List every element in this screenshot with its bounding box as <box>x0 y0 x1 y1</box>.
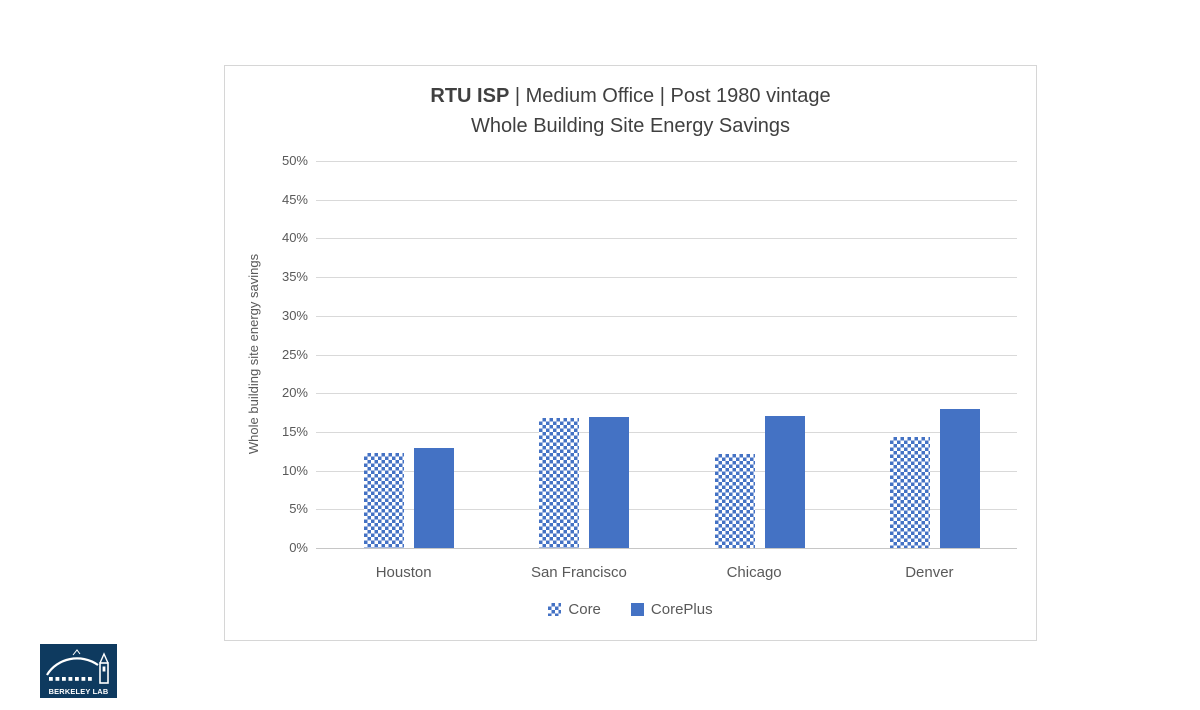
bar-core-denver <box>889 437 930 548</box>
logo-flag-icon <box>72 649 81 656</box>
gridline <box>316 509 1017 511</box>
logo-dome-icon <box>46 657 99 676</box>
y-tick-label: 10% <box>281 462 308 478</box>
x-axis-label: Denver <box>905 564 954 581</box>
legend: Core CorePlus <box>225 601 1036 618</box>
chart-title-bold: RTU ISP <box>430 85 510 107</box>
gridline <box>316 161 1017 162</box>
y-tick-label: 0% <box>289 540 308 555</box>
chart-card: RTU ISP | Medium Office | Post 1980 vint… <box>224 65 1037 641</box>
y-tick-label: 25% <box>281 346 308 362</box>
gridline <box>316 548 1017 549</box>
x-axis-label: Houston <box>375 564 432 581</box>
bar-core-chicago <box>714 454 755 548</box>
chart-title: RTU ISP | Medium Office | Post 1980 vint… <box>225 81 1036 111</box>
logo-tower-icon <box>99 652 109 684</box>
legend-swatch-core <box>548 603 562 616</box>
legend-swatch-coreplus <box>630 603 644 616</box>
chart-subtitle: Whole Building Site Energy Savings <box>470 115 791 137</box>
legend-label: CorePlus <box>650 601 713 618</box>
gridline <box>316 431 1017 433</box>
bar-coreplus-denver <box>939 408 980 548</box>
y-tick-label: 20% <box>281 385 308 401</box>
gridline <box>316 238 1017 240</box>
bar-coreplus-chicago <box>764 415 805 548</box>
bar-core-san-francisco <box>539 417 580 548</box>
gridline <box>316 354 1017 356</box>
bar-coreplus-houston <box>414 448 455 548</box>
x-axis-label: San Francisco <box>530 564 627 581</box>
x-axis-label: Chicago <box>726 564 782 581</box>
y-tick-label: 45% <box>281 191 308 207</box>
y-tick-label: 40% <box>281 230 308 246</box>
gridline <box>316 199 1017 201</box>
y-tick-label: 30% <box>281 307 308 323</box>
y-tick-label: 15% <box>281 423 308 439</box>
y-tick-label: 50% <box>281 153 308 168</box>
logo-text: BERKELEY LAB <box>49 687 109 696</box>
gridline <box>316 315 1017 317</box>
legend-item-coreplus: CorePlus <box>630 601 713 618</box>
legend-label: Core <box>568 601 601 618</box>
bar-core-houston <box>364 452 405 548</box>
gridline <box>316 470 1017 472</box>
berkeley-lab-logo: BERKELEY LAB <box>40 644 117 698</box>
plot-area: 0% 5% 10% 15% 20% 25% 30% 35% 40% 45% 50% Houston Sa… <box>225 66 1036 640</box>
gridline <box>316 277 1017 279</box>
y-tick-label: 5% <box>289 501 308 517</box>
chart-title-rest: | Medium Office | Post 1980 vintage <box>509 85 831 107</box>
gridline <box>316 393 1017 395</box>
bar-coreplus-san-francisco <box>589 417 630 548</box>
logo-windows-icon <box>49 677 92 681</box>
legend-item-core: Core <box>548 601 601 618</box>
y-tick-label: 35% <box>281 269 308 285</box>
